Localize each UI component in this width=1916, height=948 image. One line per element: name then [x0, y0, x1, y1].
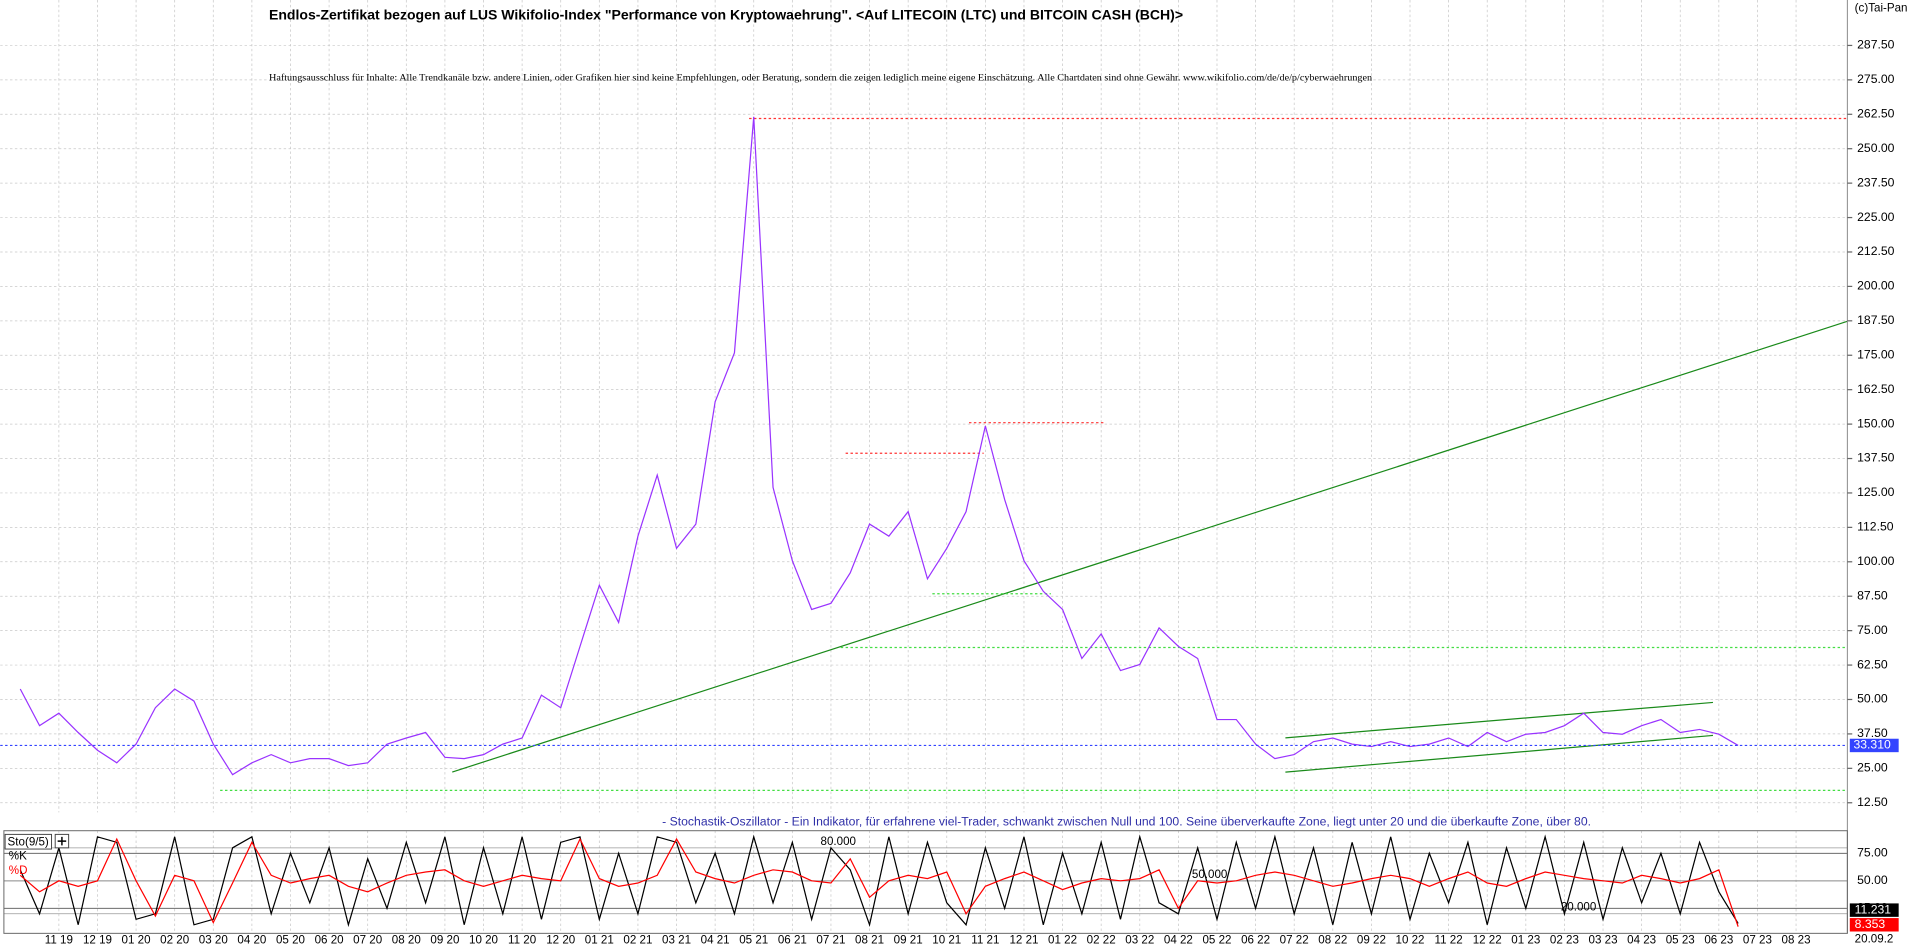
- x-tick-label: 10 21: [932, 934, 961, 947]
- x-tick-label: 02 21: [623, 934, 652, 947]
- level-label: 50.000: [1192, 868, 1227, 881]
- x-tick-label: 02 20: [160, 934, 189, 947]
- x-tick-label: 02 22: [1087, 934, 1116, 947]
- x-tick-label: 05 23: [1666, 934, 1695, 947]
- indicator-panel: [3, 830, 1848, 934]
- x-tick-label: 08 23: [1782, 934, 1811, 947]
- x-tick-label: 05 22: [1202, 934, 1231, 947]
- y-tick-label: 287.50: [1857, 38, 1895, 52]
- y-tick-label: 87.50: [1857, 588, 1888, 602]
- x-tick-label: 07 23: [1743, 934, 1772, 947]
- y-tick-label: 50.00: [1857, 873, 1888, 887]
- x-tick-label: 07 21: [816, 934, 845, 947]
- data-line: [19, 837, 1739, 927]
- x-tick-label: 08 21: [855, 934, 884, 947]
- value-tag: [1849, 918, 1899, 932]
- x-tick-label: 01 22: [1048, 934, 1077, 947]
- x-tick-label: 01 21: [585, 934, 614, 947]
- x-tick-label: 03 20: [199, 934, 228, 947]
- x-tick-label: 03 22: [1125, 934, 1154, 947]
- x-tick-label: 12 19: [83, 934, 112, 947]
- x-tick-label: 09 21: [894, 934, 923, 947]
- legend-label: %K: [9, 849, 27, 862]
- copyright: (c)Tai-Pan: [1855, 2, 1908, 15]
- x-tick-label: 09 22: [1357, 934, 1386, 947]
- x-tick-label: 11 19: [45, 934, 73, 947]
- y-tick-label: 37.50: [1857, 726, 1888, 740]
- y-tick-label: 112.50: [1857, 520, 1894, 534]
- x-tick-label: 12 20: [546, 934, 575, 947]
- y-tick-label: 275.00: [1857, 72, 1895, 86]
- x-tick-label: 04 20: [237, 934, 266, 947]
- x-tick-label: 03 23: [1589, 934, 1618, 947]
- x-tick-label: 04 21: [701, 934, 730, 947]
- y-tick-label: 187.50: [1857, 313, 1895, 327]
- x-tick-label: 06 20: [315, 934, 344, 947]
- date-label: 20.09.2: [1855, 933, 1894, 946]
- y-tick-label: 100.00: [1857, 554, 1895, 568]
- x-tick-label: 01 23: [1511, 934, 1540, 947]
- y-tick-label: 200.00: [1857, 279, 1895, 293]
- level-label: 80.000: [821, 835, 856, 848]
- x-tick-label: 08 22: [1318, 934, 1347, 947]
- x-tick-label: 07 22: [1280, 934, 1309, 947]
- y-tick-label: 250.00: [1857, 141, 1895, 155]
- value-tag-label: 33.310: [1853, 738, 1891, 752]
- y-tick-label: 50.00: [1857, 692, 1888, 706]
- y-tick-label: 212.50: [1857, 244, 1895, 258]
- y-tick-label: 237.50: [1857, 175, 1895, 189]
- data-line: [19, 116, 1739, 776]
- x-tick-label: 09 20: [430, 934, 459, 947]
- x-tick-label: 04 22: [1164, 934, 1193, 947]
- y-tick-label: 175.00: [1857, 347, 1895, 361]
- indicator-title: Sto(9/5): [8, 835, 49, 848]
- y-tick-label: 150.00: [1857, 416, 1895, 430]
- x-tick-label: 12 22: [1473, 934, 1502, 947]
- x-tick-label: 06 22: [1241, 934, 1270, 947]
- y-tick-label: 25.00: [1857, 761, 1888, 775]
- x-tick-label: 11 21: [971, 934, 999, 947]
- legend-box: [4, 833, 53, 850]
- legend-label: %D: [9, 864, 28, 877]
- y-tick-label: 137.50: [1857, 451, 1895, 465]
- x-tick-label: 03 21: [662, 934, 691, 947]
- x-tick-label: 11 22: [1435, 934, 1463, 947]
- x-tick-label: 05 20: [276, 934, 305, 947]
- x-tick-label: 05 21: [739, 934, 768, 947]
- data-line: [19, 834, 1739, 928]
- value-tag: [1849, 903, 1899, 917]
- y-tick-label: 75.00: [1857, 623, 1888, 637]
- annotation: - Stochastik-Oszillator - Ein Indikator,…: [662, 814, 1591, 828]
- y-tick-label: 262.50: [1857, 107, 1895, 121]
- x-tick-label: 04 23: [1627, 934, 1656, 947]
- plus-icon: [57, 836, 67, 846]
- x-tick-label: 06 23: [1704, 934, 1733, 947]
- y-tick-label: 62.50: [1857, 657, 1888, 671]
- y-tick-label: 75.00: [1857, 846, 1888, 860]
- level-label: 20.000: [1561, 901, 1596, 914]
- y-tick-label: 162.50: [1857, 382, 1895, 396]
- x-tick-label: 10 20: [469, 934, 498, 947]
- x-tick-label: 02 23: [1550, 934, 1579, 947]
- chart-title: Endlos-Zertifikat bezogen auf LUS Wikifo…: [269, 7, 1183, 23]
- y-tick-label: 125.00: [1857, 485, 1895, 499]
- x-tick-label: 07 20: [353, 934, 382, 947]
- value-tag-label: 8.353: [1855, 917, 1886, 931]
- x-tick-label: 11 20: [508, 934, 536, 947]
- y-tick-label: 225.00: [1857, 210, 1895, 224]
- x-tick-label: 08 20: [392, 934, 421, 947]
- x-tick-label: 12 21: [1009, 934, 1038, 947]
- x-tick-label: 01 20: [122, 934, 151, 947]
- y-tick-label: 12.50: [1857, 795, 1888, 809]
- x-tick-label: 10 22: [1396, 934, 1425, 947]
- value-tag: [1849, 738, 1899, 753]
- value-tag-label: 11.231: [1855, 902, 1892, 916]
- disclaimer: Haftungsausschluss für Inhalte: Alle Tre…: [269, 72, 1372, 83]
- x-tick-label: 06 21: [778, 934, 807, 947]
